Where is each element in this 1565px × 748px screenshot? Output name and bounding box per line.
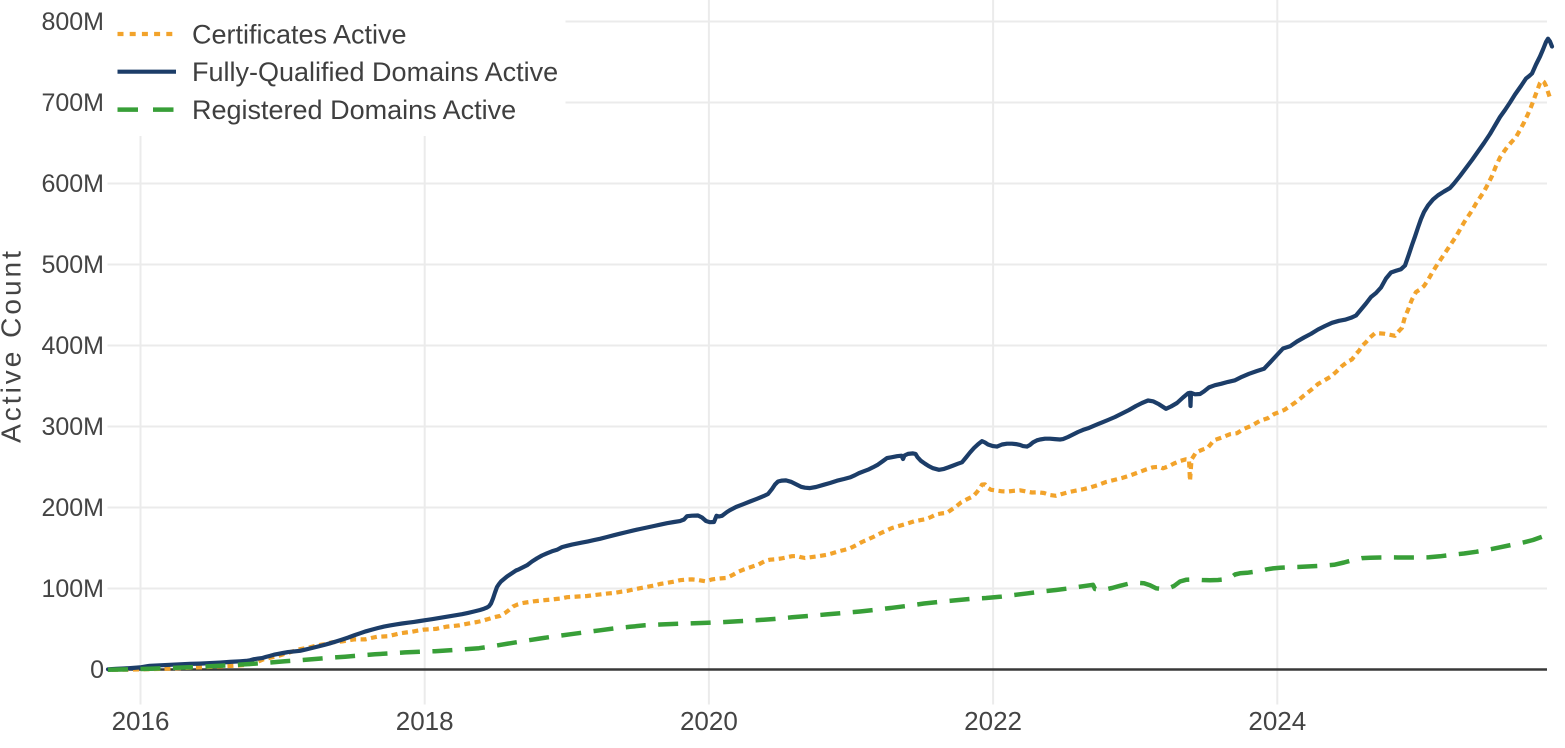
svg-text:Fully-Qualified Domains Active: Fully-Qualified Domains Active bbox=[192, 57, 558, 87]
svg-text:500M: 500M bbox=[41, 251, 104, 279]
svg-text:100M: 100M bbox=[41, 575, 104, 603]
svg-text:0: 0 bbox=[90, 656, 104, 684]
svg-text:400M: 400M bbox=[41, 332, 104, 360]
svg-text:Certificates Active: Certificates Active bbox=[192, 20, 407, 50]
svg-text:Registered Domains Active: Registered Domains Active bbox=[192, 95, 516, 125]
svg-text:200M: 200M bbox=[41, 494, 104, 522]
svg-text:800M: 800M bbox=[41, 8, 104, 36]
svg-text:2022: 2022 bbox=[964, 706, 1022, 736]
svg-text:300M: 300M bbox=[41, 413, 104, 441]
svg-text:2016: 2016 bbox=[112, 706, 170, 736]
svg-text:2018: 2018 bbox=[396, 706, 454, 736]
svg-text:700M: 700M bbox=[41, 89, 104, 117]
svg-text:2020: 2020 bbox=[680, 706, 738, 736]
svg-text:Active Count: Active Count bbox=[0, 248, 27, 443]
svg-text:600M: 600M bbox=[41, 170, 104, 198]
svg-text:2024: 2024 bbox=[1248, 706, 1306, 736]
